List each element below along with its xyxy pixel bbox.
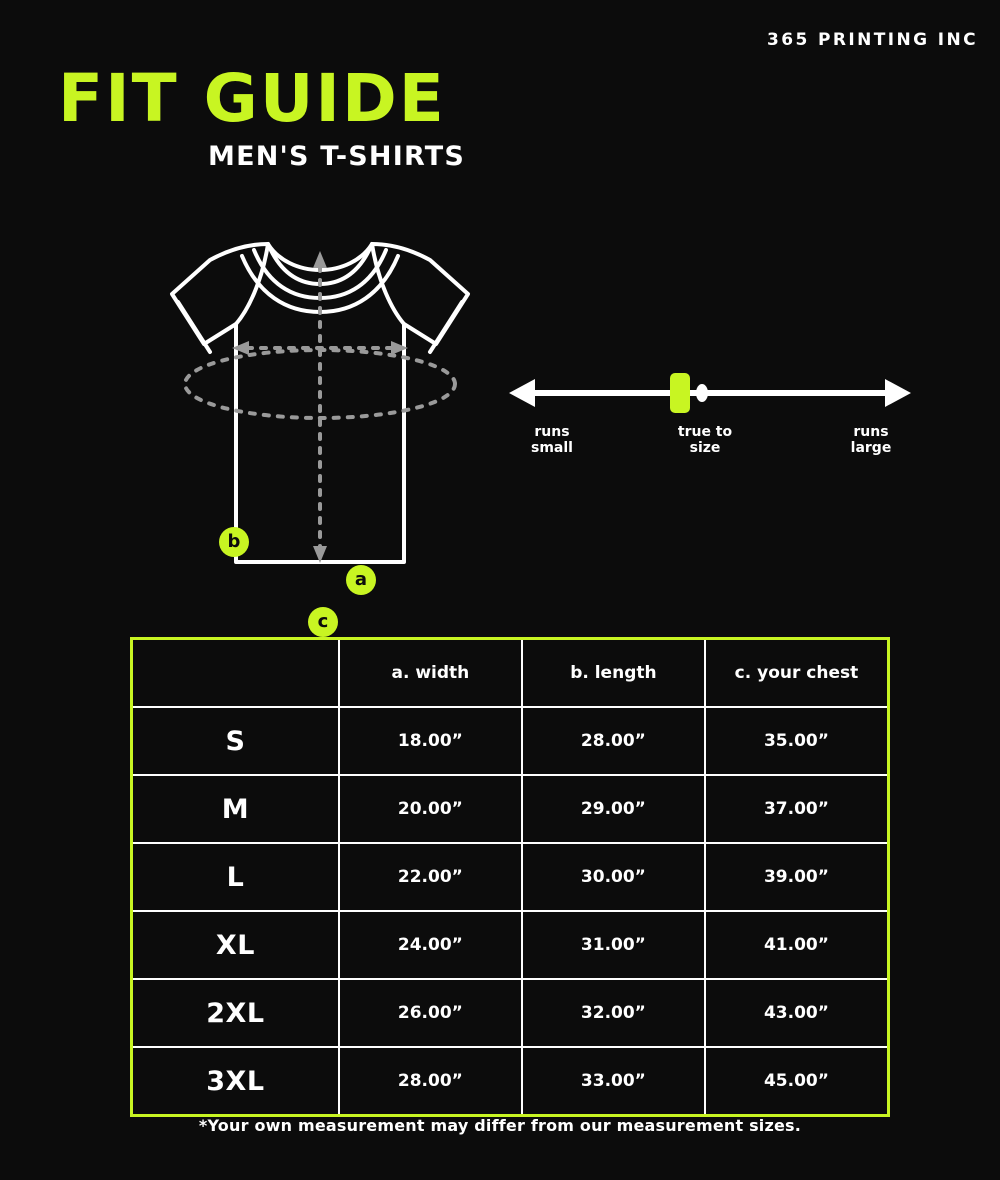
table-row: 2XL 26.00” 32.00” 43.00”: [130, 978, 890, 1048]
fit-scale-handle[interactable]: [670, 373, 690, 413]
scale-arrow-right: [885, 379, 911, 407]
brand-name: 365 PRINTING INC: [767, 30, 978, 50]
tshirt-diagram: a b c: [92, 232, 492, 637]
cell-chest: 45.00”: [703, 1046, 890, 1117]
armhole-right: [370, 242, 406, 326]
fit-scale: runs small true to size runs large: [505, 370, 915, 475]
tshirt-outline-svg: [170, 242, 470, 564]
cell-size: 3XL: [130, 1046, 340, 1117]
table-body: S 18.00” 28.00” 35.00” M 20.00” 29.00” 3…: [130, 706, 890, 1117]
cell-size: 2XL: [130, 978, 340, 1048]
size-chart-table: a. width b. length c. your chest S 18.00…: [130, 637, 890, 1117]
cell-length: 33.00”: [520, 1046, 706, 1117]
fit-scale-marker-dot: [696, 384, 708, 402]
cell-width: 24.00”: [337, 910, 523, 980]
measure-badge-b: b: [219, 527, 249, 557]
length-arrow-top: [313, 251, 327, 268]
cell-width: 20.00”: [337, 774, 523, 844]
table-row: 3XL 28.00” 33.00” 45.00”: [130, 1046, 890, 1117]
table-row: M 20.00” 29.00” 37.00”: [130, 774, 890, 844]
sleeve-hem-left: [176, 300, 212, 354]
armhole-left: [234, 242, 270, 326]
cell-chest: 35.00”: [703, 706, 890, 776]
column-header-length: b. length: [520, 637, 706, 708]
table-row: S 18.00” 28.00” 35.00”: [130, 706, 890, 776]
cell-chest: 39.00”: [703, 842, 890, 912]
table-header-row: a. width b. length c. your chest: [130, 637, 890, 708]
cell-chest: 41.00”: [703, 910, 890, 980]
width-arrow-left: [232, 341, 249, 355]
shirt-body-path: [170, 242, 470, 564]
scale-label-runs-large: runs large: [850, 424, 892, 456]
page-subtitle: MEN'S T-SHIRTS: [208, 141, 466, 172]
page-title: FIT GUIDE: [58, 60, 446, 137]
scale-label-true-to-size: true to size: [677, 424, 733, 456]
scale-arrow-left: [509, 379, 535, 407]
cell-size: M: [130, 774, 340, 844]
cell-length: 32.00”: [520, 978, 706, 1048]
column-header-chest: c. your chest: [703, 637, 890, 708]
width-arrow-right: [391, 341, 408, 355]
cell-width: 26.00”: [337, 978, 523, 1048]
cell-size: L: [130, 842, 340, 912]
table-row: XL 24.00” 31.00” 41.00”: [130, 910, 890, 980]
measure-badge-c: c: [308, 607, 338, 637]
cell-size: S: [130, 706, 340, 776]
cell-length: 30.00”: [520, 842, 706, 912]
cell-length: 31.00”: [520, 910, 706, 980]
cell-width: 18.00”: [337, 706, 523, 776]
cell-chest: 37.00”: [703, 774, 890, 844]
table-header: a. width b. length c. your chest: [130, 637, 890, 708]
length-arrow-bottom: [313, 546, 327, 563]
fit-scale-labels: runs small true to size runs large: [505, 424, 915, 471]
measurement-footnote: *Your own measurement may differ from ou…: [198, 1116, 802, 1135]
table-row: L 22.00” 30.00” 39.00”: [130, 842, 890, 912]
cell-chest: 43.00”: [703, 978, 890, 1048]
cell-length: 28.00”: [520, 706, 706, 776]
cell-size: XL: [130, 910, 340, 980]
fit-scale-svg: [509, 373, 911, 413]
column-header-width: a. width: [337, 637, 523, 708]
scale-label-runs-small: runs small: [531, 424, 573, 456]
column-header-size: [130, 637, 340, 708]
measure-badge-a: a: [346, 565, 376, 595]
cell-length: 29.00”: [520, 774, 706, 844]
cell-width: 28.00”: [337, 1046, 523, 1117]
cell-width: 22.00”: [337, 842, 523, 912]
sleeve-hem-right: [428, 300, 464, 354]
